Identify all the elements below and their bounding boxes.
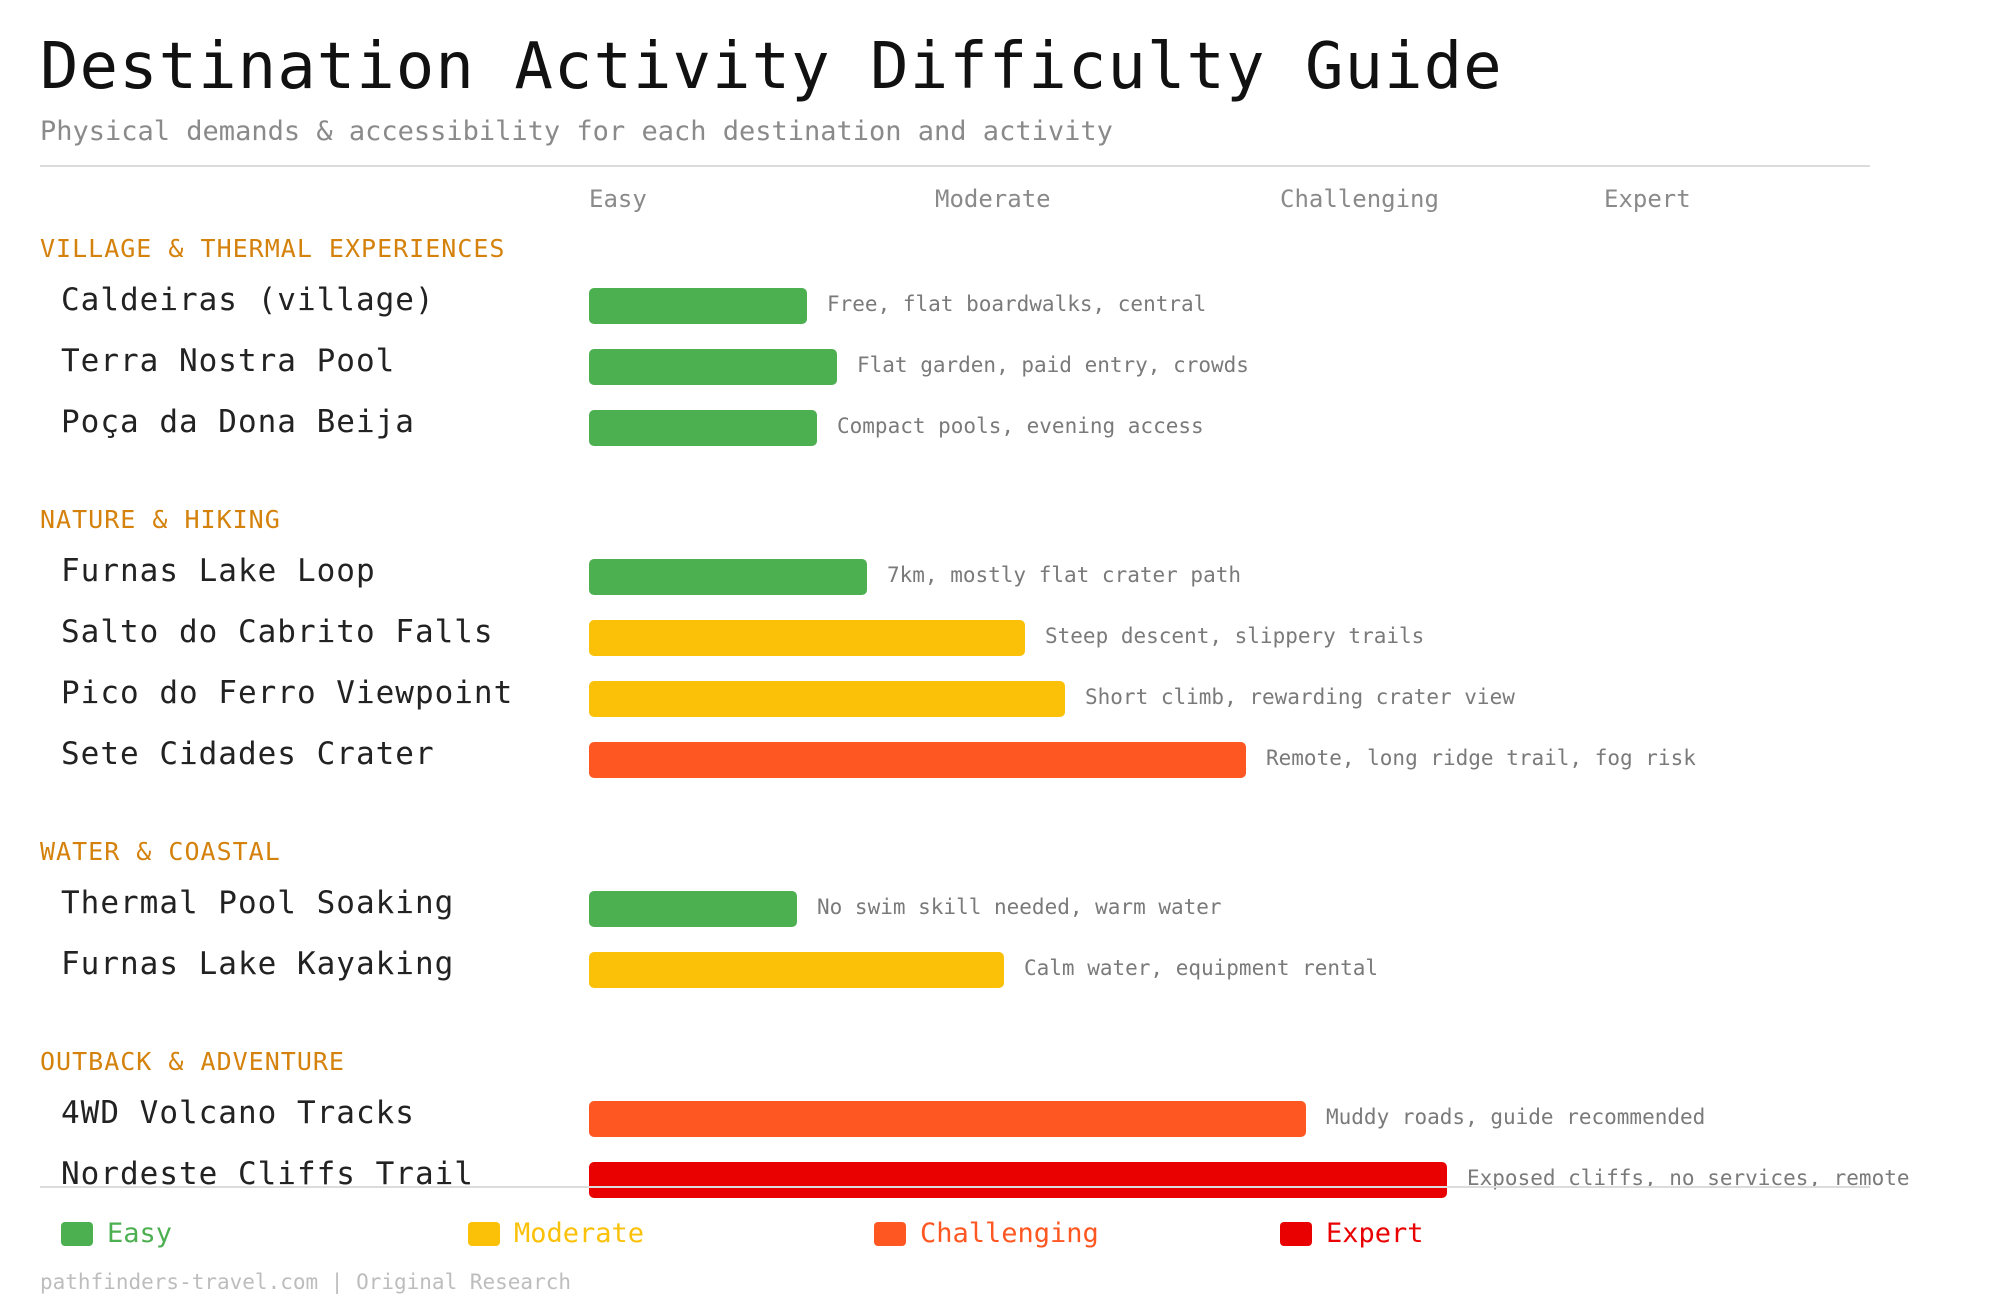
- activity-label: Sete Cidades Crater: [61, 736, 435, 772]
- difficulty-bar: [589, 559, 867, 595]
- activity-label: Terra Nostra Pool: [61, 343, 396, 379]
- legend-swatch: [1280, 1221, 1312, 1246]
- legend-label: Challenging: [920, 1218, 1099, 1249]
- difficulty-bar: [589, 742, 1246, 778]
- activity-label: Furnas Lake Kayaking: [61, 946, 455, 982]
- activity-note: 7km, mostly flat crater path: [887, 563, 1242, 587]
- activity-note: No swim skill needed, warm water: [817, 895, 1222, 919]
- section-heading: WATER & COASTAL: [40, 837, 281, 866]
- section-heading: OUTBACK & ADVENTURE: [40, 1047, 345, 1076]
- activity-label: Salto do Cabrito Falls: [61, 614, 494, 650]
- legend-item-moderate: Moderate: [468, 1218, 644, 1249]
- scale-label-expert: Expert: [1604, 185, 1691, 213]
- footer-credit: pathfinders-travel.com | Original Resear…: [40, 1270, 572, 1294]
- activity-note: Calm water, equipment rental: [1024, 956, 1379, 980]
- activity-note: Remote, long ridge trail, fog risk: [1266, 746, 1696, 770]
- legend-item-expert: Expert: [1280, 1218, 1424, 1249]
- scale-label-easy: Easy: [589, 185, 647, 213]
- difficulty-bar: [589, 349, 837, 385]
- activity-label: Poça da Dona Beija: [61, 404, 415, 440]
- difficulty-bar: [589, 410, 817, 446]
- difficulty-bar: [589, 1162, 1447, 1198]
- activity-label: Thermal Pool Soaking: [61, 885, 455, 921]
- legend-swatch: [874, 1221, 906, 1246]
- scale-label-challenging: Challenging: [1280, 185, 1439, 213]
- difficulty-bar: [589, 288, 807, 324]
- activity-label: Furnas Lake Loop: [61, 553, 376, 589]
- activity-note: Free, flat boardwalks, central: [827, 292, 1207, 316]
- activity-note: Muddy roads, guide recommended: [1326, 1105, 1706, 1129]
- chart-subtitle: Physical demands & accessibility for eac…: [40, 116, 1113, 147]
- difficulty-bar: [589, 1101, 1306, 1137]
- legend-label: Moderate: [514, 1218, 645, 1249]
- chart-title: Destination Activity Difficulty Guide: [40, 30, 1503, 104]
- difficulty-bar: [589, 952, 1004, 988]
- activity-note: Flat garden, paid entry, crowds: [857, 353, 1249, 377]
- difficulty-bar: [589, 620, 1025, 656]
- legend-swatch: [468, 1221, 500, 1246]
- legend-divider: [40, 1186, 1870, 1188]
- activity-note: Steep descent, slippery trails: [1045, 624, 1425, 648]
- legend-swatch: [61, 1221, 93, 1246]
- legend-label: Easy: [107, 1218, 173, 1249]
- activity-note: Compact pools, evening access: [837, 414, 1204, 438]
- legend-label: Expert: [1326, 1218, 1424, 1249]
- activity-label: Pico do Ferro Viewpoint: [61, 675, 514, 711]
- section-heading: NATURE & HIKING: [40, 505, 281, 534]
- header-divider: [40, 165, 1870, 167]
- legend-item-challenging: Challenging: [874, 1218, 1099, 1249]
- legend-item-easy: Easy: [61, 1218, 172, 1249]
- difficulty-bar: [589, 891, 797, 927]
- difficulty-bar: [589, 681, 1065, 717]
- activity-label: 4WD Volcano Tracks: [61, 1095, 415, 1131]
- activity-note: Short climb, rewarding crater view: [1085, 685, 1515, 709]
- section-heading: VILLAGE & THERMAL EXPERIENCES: [40, 234, 506, 263]
- activity-label: Caldeiras (village): [61, 282, 435, 318]
- scale-label-moderate: Moderate: [935, 185, 1051, 213]
